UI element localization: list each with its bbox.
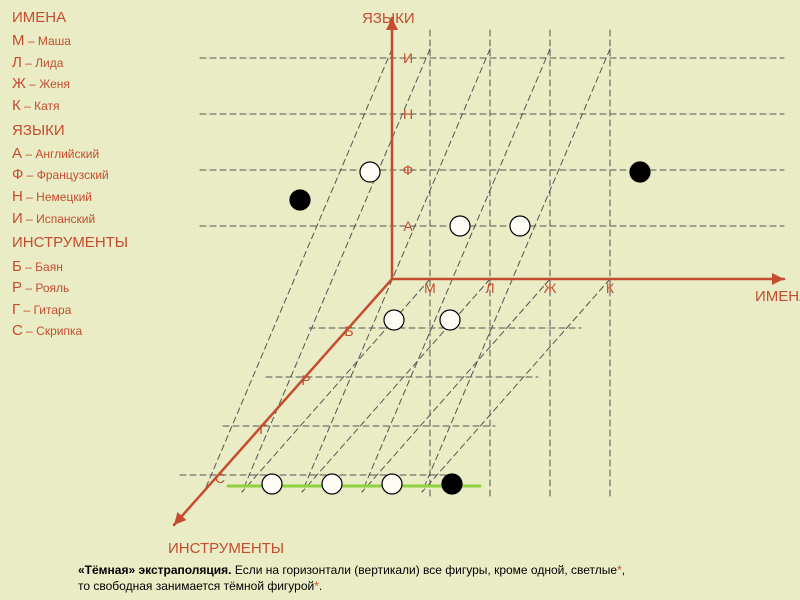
axis-label-z: ИНСТРУМЕНТЫ [168,540,284,557]
footnote: «Тёмная» экстраполяция. Если на горизонт… [78,562,625,594]
legend-item: К – Катя [12,95,128,117]
tick: Б [344,323,353,339]
legend-heading: ИНСТРУМЕНТЫ [12,233,128,253]
tick: А [403,218,412,234]
legend-item: Н – Немецкий [12,186,128,208]
axis-label-y: ЯЗЫКИ [362,10,415,27]
legend: ИМЕНАМ – МашаЛ – ЛидаЖ – ЖеняК – Катя ЯЗЫ… [12,8,128,346]
legend-item: Г – Гитара [12,299,128,321]
tick: Ж [544,280,557,296]
legend-heading: ИМЕНА [12,8,128,28]
legend-item: Б – Баян [12,256,128,278]
legend-item: С – Скрипка [12,320,128,342]
legend-item: Ж – Женя [12,73,128,95]
tick: М [424,280,436,296]
legend-item: М – Маша [12,30,128,52]
tick: Р [301,372,310,388]
tick: Л [485,280,494,296]
tick: Н [403,106,413,122]
legend-item: А – Английский [12,143,128,165]
tick: И [403,50,413,66]
legend-heading: ЯЗЫКИ [12,121,128,141]
legend-item: Ф – Французский [12,164,128,186]
tick: Г [259,421,267,437]
legend-item: Р – Рояль [12,277,128,299]
legend-item: И – Испанский [12,208,128,230]
legend-item: Л – Лида [12,52,128,74]
tick: К [606,280,614,296]
axis-label-x: ИМЕНА [755,288,800,305]
tick: С [215,470,225,486]
tick: Ф [403,162,414,178]
